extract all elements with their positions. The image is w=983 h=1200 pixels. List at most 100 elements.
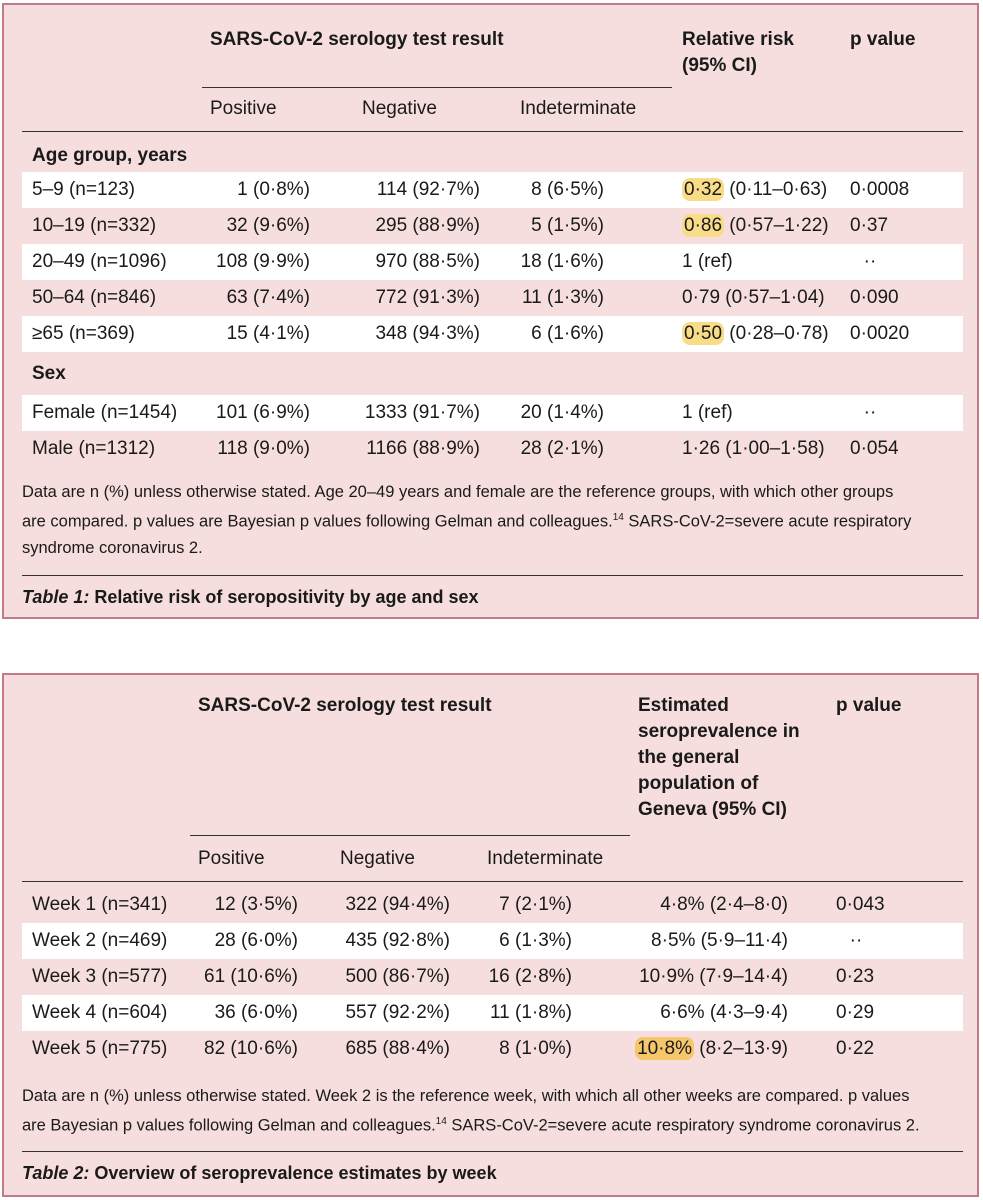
- cell-p-value: ··: [863, 251, 877, 272]
- cell-negative: 557 (92·2%): [345, 1002, 450, 1023]
- cell-negative: 348 (94·3%): [375, 323, 480, 344]
- table-row: Week 4 (n=604) 36 (6·0%) 557 (92·2%) 11 (1·…: [4, 995, 981, 1031]
- t2-group-header: SARS-CoV-2 serology test result: [198, 695, 492, 716]
- row-label: 50–64 (n=846): [32, 287, 157, 308]
- t1-sub-negative: Negative: [362, 98, 437, 119]
- cell-positive: 63 (7·4%): [226, 287, 310, 308]
- cell-p-value: ··: [863, 402, 877, 423]
- cell-indeterminate: 18 (1·6%): [520, 251, 604, 272]
- rr-estimate: 0·50: [682, 322, 725, 345]
- cell-relative-risk: 1·26 (1·00–1·58): [682, 431, 825, 467]
- t2-header-rule: [22, 881, 963, 882]
- t2-group-rule: [190, 835, 630, 836]
- cell-p-value: 0·054: [850, 438, 899, 459]
- t2-row-bg: [22, 923, 963, 959]
- cell-relative-risk: 0·86 (0·57–1·22): [682, 208, 829, 244]
- cell-indeterminate: 11 (1·8%): [489, 1002, 572, 1023]
- cell-indeterminate: 11 (1·3%): [521, 287, 604, 308]
- seroprevalence-estimate: 10·8%: [635, 1037, 694, 1060]
- t1-group-rule: [202, 87, 672, 88]
- row-label: 5–9 (n=123): [32, 179, 135, 200]
- table-1: SARS-CoV-2 serology test result Relative…: [2, 3, 979, 619]
- row-label: ≥65 (n=369): [32, 323, 135, 344]
- seroprevalence-ci: (5·9–11·4): [695, 930, 788, 951]
- cell-relative-risk: 0·50 (0·28–0·78): [682, 316, 829, 352]
- row-label: Week 5 (n=775): [32, 1038, 168, 1059]
- cell-p-value: 0·090: [850, 287, 899, 308]
- t1-p-header: p value: [850, 29, 916, 50]
- cell-p-value: ··: [849, 930, 863, 951]
- cell-indeterminate: 28 (2·1%): [520, 438, 604, 459]
- seroprevalence-ci: (7·9–14·4): [694, 966, 788, 987]
- cell-p-value: 0·043: [836, 894, 885, 915]
- t1-header-rule: [22, 131, 963, 132]
- t1-row-bg: [22, 395, 963, 431]
- cell-indeterminate: 8 (6·5%): [531, 179, 604, 200]
- cell-p-value: 0·0008: [850, 179, 910, 200]
- cell-negative: 685 (88·4%): [345, 1038, 450, 1059]
- row-label: Female (n=1454): [32, 402, 178, 423]
- t2-sub-indeterminate: Indeterminate: [487, 848, 604, 869]
- cell-p-value: 0·29: [836, 1002, 875, 1023]
- cell-positive: 61 (10·6%): [204, 966, 298, 987]
- seroprevalence-estimate: 4·8%: [660, 894, 705, 915]
- cell-positive: 36 (6·0%): [214, 1002, 298, 1023]
- cell-seroprevalence: 8·5% (5·9–11·4): [604, 923, 788, 959]
- cell-positive: 15 (4·1%): [226, 323, 310, 344]
- table-row: 50–64 (n=846) 63 (7·4%) 772 (91·3%) 11 (1·3…: [4, 280, 981, 316]
- table-row: 20–49 (n=1096) 108 (9·9%) 970 (88·5%) 18 (1…: [4, 244, 981, 280]
- t2-p-header: p value: [836, 695, 902, 716]
- cell-indeterminate: 7 (2·1%): [499, 894, 572, 915]
- t1-row-bg: [22, 316, 963, 352]
- cell-negative: 295 (88·9%): [375, 215, 480, 236]
- t2-sub-positive: Positive: [198, 848, 265, 869]
- rr-ci: (1·00–1·58): [720, 438, 825, 459]
- table-row: 10–19 (n=332) 32 (9·6%) 295 (88·9%) 5 (1·5%…: [4, 208, 981, 244]
- row-label: Male (n=1312): [32, 438, 156, 459]
- t2-sub-negative: Negative: [340, 848, 415, 869]
- table-row: Week 3 (n=577) 61 (10·6%) 500 (86·7%) 16 (2…: [4, 959, 981, 995]
- cell-indeterminate: 6 (1·6%): [531, 323, 604, 344]
- cell-negative: 114 (92·7%): [376, 179, 480, 200]
- cell-p-value: 0·23: [836, 966, 875, 987]
- cell-indeterminate: 5 (1·5%): [531, 215, 604, 236]
- table-row: 5–9 (n=123) 1 (0·8%) 114 (92·7%) 8 (6·5%) 0·…: [4, 172, 981, 208]
- seroprevalence-estimate: 6·6%: [660, 1002, 705, 1023]
- rr-estimate: 0·79: [682, 287, 721, 308]
- t1-row-bg: [22, 172, 963, 208]
- t2-est-header: Estimated seroprevalence in the general …: [638, 695, 800, 820]
- cell-relative-risk: 1 (ref): [682, 395, 733, 431]
- cell-positive: 32 (9·6%): [226, 215, 310, 236]
- cell-relative-risk: 1 (ref): [682, 244, 733, 280]
- t1-caption: Table 1: Relative risk of seropositivity…: [22, 587, 479, 607]
- seroprevalence-ci: (8·2–13·9): [694, 1038, 788, 1059]
- cell-indeterminate: 16 (2·8%): [488, 966, 572, 987]
- rr-estimate: 0·86: [682, 214, 725, 237]
- cell-indeterminate: 8 (1·0%): [499, 1038, 572, 1059]
- cell-negative: 500 (86·7%): [345, 966, 450, 987]
- cell-negative: 772 (91·3%): [375, 287, 480, 308]
- rr-estimate: 1 (ref): [682, 251, 733, 272]
- t1-group-header: SARS-CoV-2 serology test result: [210, 29, 504, 50]
- cell-relative-risk: 0·32 (0·11–0·63): [682, 172, 827, 208]
- cell-negative: 1166 (88·9%): [366, 438, 480, 459]
- cell-positive: 108 (9·9%): [216, 251, 310, 272]
- cell-seroprevalence: 6·6% (4·3–9·4): [604, 995, 788, 1031]
- t2-caption-rule: [22, 1151, 963, 1152]
- rr-estimate: 1·26: [682, 438, 721, 459]
- table-row: Male (n=1312) 118 (9·0%) 1166 (88·9%) 28 (2…: [4, 431, 981, 467]
- cell-p-value: 0·0020: [850, 323, 910, 344]
- cell-seroprevalence: 4·8% (2·4–8·0): [604, 887, 788, 923]
- t2-caption: Table 2: Overview of seroprevalence esti…: [22, 1163, 497, 1183]
- row-label: Week 3 (n=577): [32, 966, 168, 987]
- t1-sub-indeterminate: Indeterminate: [520, 98, 637, 119]
- cell-negative: 970 (88·5%): [375, 251, 480, 272]
- rr-estimate: 0·32: [682, 178, 725, 201]
- cell-p-value: 0·37: [850, 215, 889, 236]
- cell-negative: 322 (94·4%): [345, 894, 450, 915]
- cell-indeterminate: 20 (1·4%): [520, 402, 604, 423]
- seroprevalence-ci: (2·4–8·0): [704, 894, 788, 915]
- cell-p-value: 0·22: [836, 1038, 875, 1059]
- t2-footnote: Data are n (%) unless otherwise stated. …: [22, 1087, 920, 1135]
- rr-ci: (0·11–0·63): [724, 179, 828, 200]
